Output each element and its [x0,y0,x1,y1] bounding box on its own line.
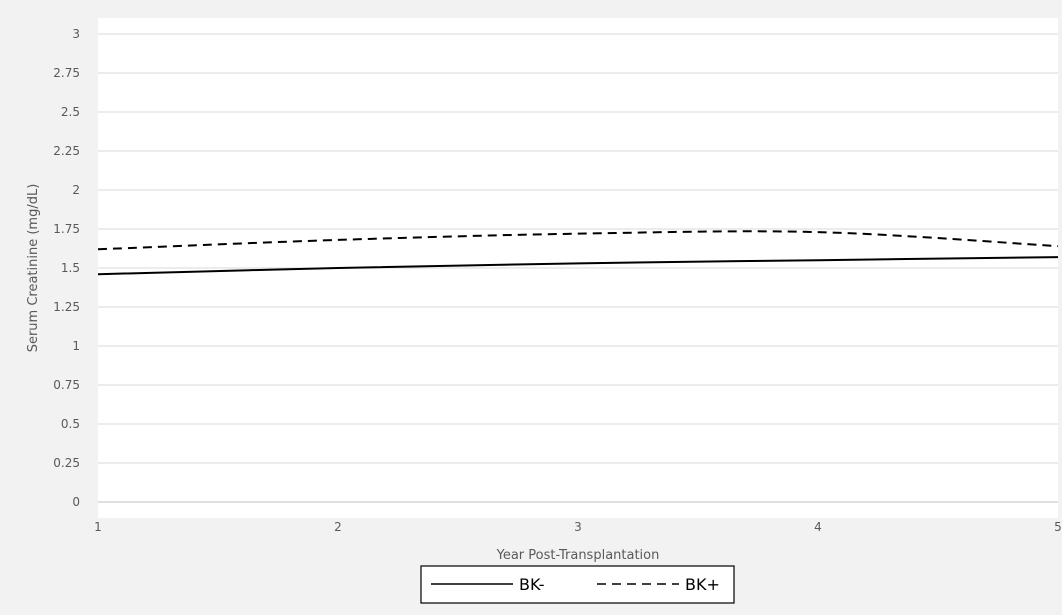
y-tick-label: 0.5 [61,417,80,431]
gridlines [98,33,1058,503]
y-tick-label: 2.25 [53,144,80,158]
x-axis-ticks: 1 2 3 4 5 [94,520,1062,534]
y-tick-label: 2.5 [61,105,80,119]
y-tick-label: 0 [72,495,80,509]
series-line-bk-positive [97,230,1059,251]
y-axis-title: Serum Creatinine (mg/dL) [26,184,41,353]
legend: BK- BK+ [420,565,735,604]
y-tick-label: 1 [72,339,80,353]
y-tick-label: 2.75 [53,66,80,80]
series-lines [97,230,1059,276]
y-tick-label: 0.25 [53,456,80,470]
y-axis-ticks: 0 0.25 0.5 0.75 1 1.25 1.5 1.75 2 2.25 2.5 2.75 3 [53,27,80,509]
legend-label-bk-neg: BK- [519,575,545,594]
y-tick-label: 1.5 [61,261,80,275]
x-tick-label: 2 [334,520,342,534]
y-tick-label: 1.25 [53,300,80,314]
x-tick-label: 3 [574,520,582,534]
y-tick-label: 3 [72,27,80,41]
legend-label-bk-pos: BK+ [685,575,720,594]
y-tick-label: 2 [72,183,80,197]
x-tick-label: 5 [1054,520,1062,534]
x-tick-label: 1 [94,520,102,534]
y-tick-label: 1.75 [53,222,80,236]
series-line-bk-negative [97,256,1059,276]
x-tick-label: 4 [814,520,822,534]
x-axis-title: Year Post-Transplantation [496,548,660,563]
y-tick-label: 0.75 [53,378,80,392]
